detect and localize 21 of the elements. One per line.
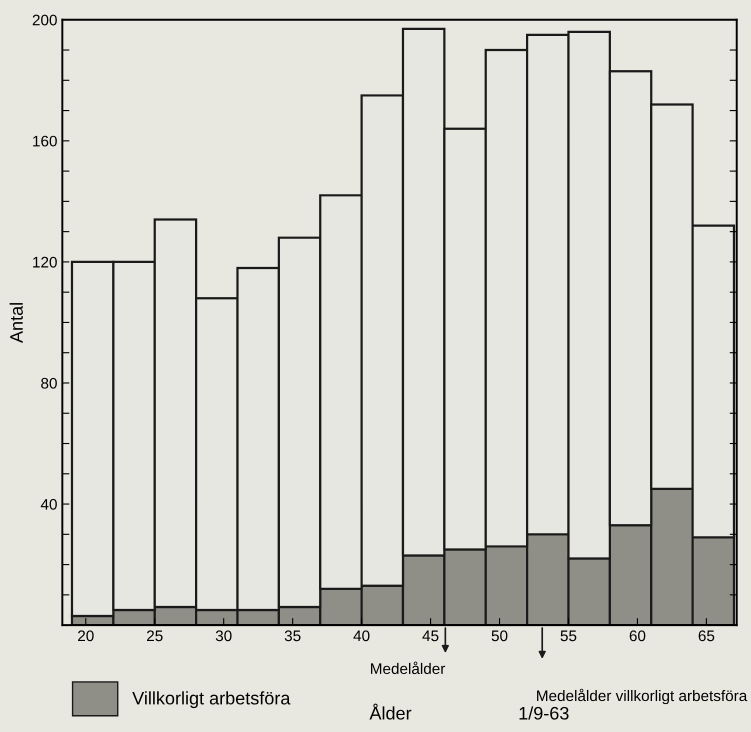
x-tick-label: 60: [630, 630, 646, 642]
text: Medelålder: [371, 662, 446, 674]
x-axis-title: Ålder: [369, 704, 412, 720]
y-tick-label: 200: [32, 14, 57, 26]
y-tick-label: 120: [33, 256, 57, 268]
x-tick-label: 20: [78, 630, 94, 642]
y-tick-label: 40: [40, 498, 57, 510]
x-tick-label: 35: [284, 630, 301, 642]
x-tick-label: 55: [560, 630, 576, 642]
y-tick-label: 160: [33, 136, 57, 147]
y-axis-title: Antal: [10, 303, 23, 343]
x-tick-label: 45: [422, 630, 438, 642]
text: 1/9-63: [520, 706, 569, 720]
y-tick-label: 80: [41, 378, 57, 389]
legend-label: Villkorligt arbetsföra: [132, 691, 290, 708]
x-tick-label: 65: [698, 630, 714, 642]
x-tick-label: 40: [353, 630, 370, 642]
x-tick-label: 25: [147, 630, 163, 642]
x-tick-label: 50: [492, 630, 508, 642]
x-tick-label: 30: [216, 630, 232, 642]
text: Medelålder villkorligt arbetsföra: [537, 688, 748, 704]
